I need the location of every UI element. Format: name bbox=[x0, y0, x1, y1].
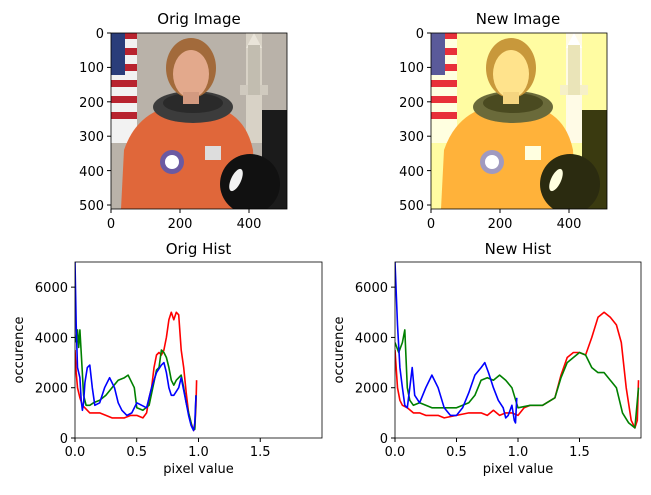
orig-hist-series-line-2 bbox=[75, 262, 197, 432]
orig-hist-xlabel: pixel value bbox=[163, 462, 233, 477]
orig-image-ytick: 200 bbox=[79, 96, 104, 111]
new-image-xtick: 200 bbox=[488, 217, 513, 232]
orig-hist-ytick-label: 2000 bbox=[35, 382, 68, 397]
orig-image-ytick: 0 bbox=[96, 27, 104, 42]
new-image bbox=[431, 33, 607, 209]
new-hist-plot-area bbox=[395, 262, 640, 429]
orig-hist-plot-area bbox=[75, 262, 198, 432]
new-image-ytick: 0 bbox=[416, 27, 424, 42]
orig-hist-xtick-label: 0.5 bbox=[126, 445, 147, 460]
orig-image-ytick: 400 bbox=[79, 165, 104, 180]
new-hist-ytick-label: 4000 bbox=[355, 331, 388, 346]
new-hist-xtick-label: 1.0 bbox=[508, 445, 529, 460]
orig-image-axis: 0 200 400 0 100 200 300 400 500 bbox=[79, 27, 261, 232]
new-image-ytick: 100 bbox=[399, 61, 424, 76]
new-hist-xtick-label: 1.5 bbox=[569, 445, 590, 460]
new-hist-series-line-1 bbox=[395, 329, 640, 429]
orig-hist-xtick-label: 1.0 bbox=[188, 445, 209, 460]
orig-hist-title: Orig Hist bbox=[166, 240, 232, 258]
new-image-ytick: 200 bbox=[399, 96, 424, 111]
orig-image-title: Orig Image bbox=[157, 10, 240, 28]
orig-image-xtick: 200 bbox=[168, 217, 193, 232]
new-image-xtick: 400 bbox=[557, 217, 582, 232]
orig-image-ytick: 500 bbox=[79, 199, 104, 214]
new-hist-frame bbox=[394, 261, 642, 439]
new-hist-panel: New Hist 0.0 0.5 1.0 1.5 0 2000 4000 6000 pixel v… bbox=[332, 240, 642, 477]
new-image-xtick: 0 bbox=[427, 217, 435, 232]
new-image-title: New Image bbox=[476, 10, 560, 28]
orig-image bbox=[111, 33, 287, 209]
orig-hist-xtick-label: 0.0 bbox=[65, 445, 86, 460]
orig-hist-ytick-label: 0 bbox=[60, 432, 68, 447]
new-hist-xtick-label: 0.0 bbox=[385, 445, 406, 460]
new-image-axis: 0 200 400 0 100 200 300 400 500 bbox=[399, 27, 581, 232]
new-image-ytick: 400 bbox=[399, 165, 424, 180]
orig-image-xtick: 0 bbox=[107, 217, 115, 232]
new-hist-ytick-label: 2000 bbox=[355, 382, 388, 397]
new-hist-ylabel: occurence bbox=[332, 317, 347, 384]
orig-image-ytick: 300 bbox=[79, 130, 104, 145]
orig-image-xtick: 400 bbox=[237, 217, 262, 232]
new-hist-title: New Hist bbox=[485, 240, 552, 258]
new-hist-ytick-label: 6000 bbox=[355, 281, 388, 296]
new-hist-xlabel: pixel value bbox=[483, 462, 553, 477]
orig-hist-series-line-0 bbox=[75, 311, 198, 432]
orig-image-ytick: 100 bbox=[79, 61, 104, 76]
orig-hist-frame bbox=[74, 261, 323, 439]
orig-hist-ytick-label: 4000 bbox=[35, 331, 68, 346]
orig-hist-xtick-label: 1.5 bbox=[250, 445, 271, 460]
orig-hist-series-line-1 bbox=[75, 329, 197, 430]
new-hist-ytick-label: 0 bbox=[380, 432, 388, 447]
new-image-ytick: 300 bbox=[399, 130, 424, 145]
orig-hist-ylabel: occurence bbox=[12, 317, 27, 384]
orig-hist-ytick-label: 6000 bbox=[35, 281, 68, 296]
new-image-panel: New Image bbox=[399, 10, 608, 232]
new-hist-series-line-2 bbox=[395, 262, 518, 424]
orig-image-panel: Orig Image bbox=[79, 10, 288, 232]
new-image-ytick: 500 bbox=[399, 199, 424, 214]
new-hist-xtick-label: 0.5 bbox=[446, 445, 467, 460]
new-hist-series-line-0 bbox=[395, 311, 640, 429]
orig-hist-panel: Orig Hist 0.0 0.5 1.0 1.5 0 2000 4000 6000 pixel … bbox=[12, 240, 323, 477]
